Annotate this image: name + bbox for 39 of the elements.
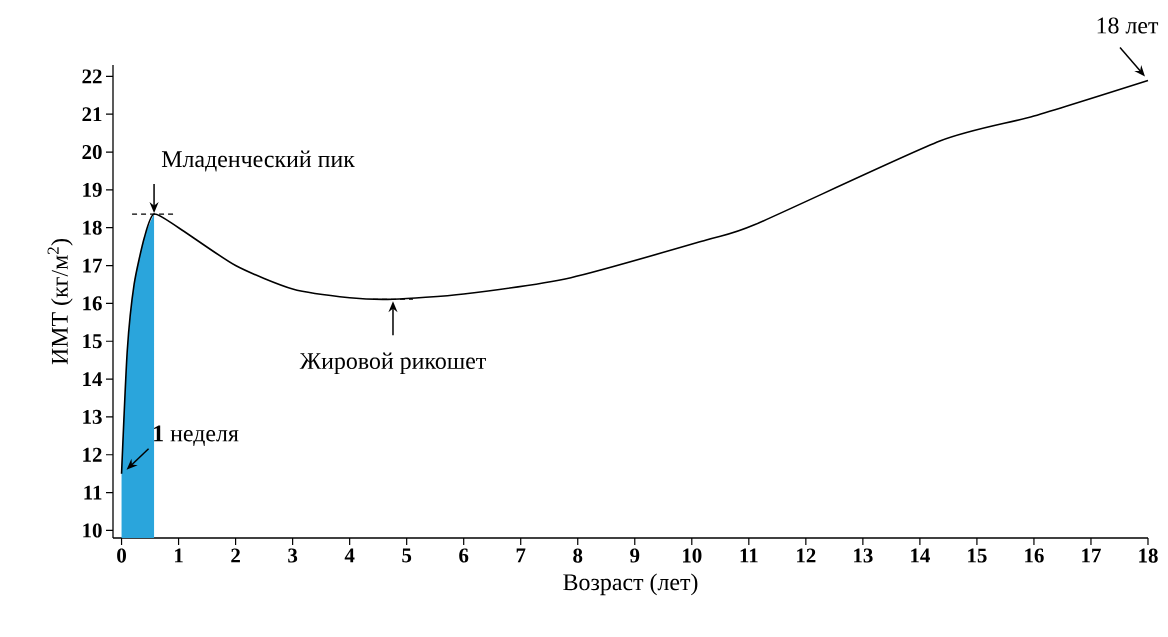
x-tick-label: 1 bbox=[175, 548, 183, 563]
annotation: Младенческий пик bbox=[161, 150, 355, 172]
y-tick-label: 21 bbox=[82, 107, 102, 122]
y-tick-label: 13 bbox=[83, 409, 102, 424]
y-tick-label: 18 bbox=[83, 220, 102, 235]
x-tick-label: 16 bbox=[1025, 548, 1044, 563]
y-tick-label: 17 bbox=[83, 258, 102, 273]
y-tick-label: 10 bbox=[83, 523, 102, 538]
x-tick-label: 5 bbox=[402, 548, 412, 563]
x-axis-title: Возраст (лет) bbox=[563, 573, 698, 596]
x-tick-label: 0 bbox=[117, 548, 126, 563]
y-tick-label: 12 bbox=[83, 447, 102, 462]
x-tick-label: 17 bbox=[1082, 548, 1101, 563]
y-tick-label: 15 bbox=[83, 334, 102, 349]
x-tick-label: 13 bbox=[854, 548, 873, 563]
annotation: Жировой рикошет bbox=[299, 352, 486, 374]
x-tick-label: 4 bbox=[344, 548, 355, 563]
line-series bbox=[120, 79, 1149, 475]
annotation: 1 неделя bbox=[154, 425, 239, 446]
x-tick-label: 6 bbox=[459, 548, 469, 563]
x-tick-label: 3 bbox=[288, 548, 298, 563]
y-tick-label: 16 bbox=[83, 296, 102, 311]
x-tick-label: 2 bbox=[231, 548, 240, 563]
y-tick-label: 20 bbox=[82, 144, 102, 160]
y-tick-label: 11 bbox=[84, 485, 102, 500]
x-tick-label: 11 bbox=[740, 548, 758, 563]
x-tick-label: 14 bbox=[911, 548, 930, 563]
y-tick-label: 19 bbox=[83, 182, 102, 197]
x-tick-label: 9 bbox=[630, 548, 640, 563]
annotation: 18 лет bbox=[1097, 17, 1159, 34]
x-tick-label: 18 bbox=[1139, 548, 1158, 563]
x-tick-label: 15 bbox=[968, 548, 987, 563]
x-tick-label: 7 bbox=[516, 548, 526, 563]
x-tick-label: 8 bbox=[573, 548, 583, 563]
x-tick-label: 10 bbox=[683, 548, 702, 563]
y-tick-label: 22 bbox=[82, 69, 102, 84]
y-axis-title: ИМТ (кг/м$^{2}$) bbox=[47, 239, 73, 365]
x-tick-label: 12 bbox=[797, 548, 816, 563]
y-tick-label: 14 bbox=[83, 372, 103, 386]
